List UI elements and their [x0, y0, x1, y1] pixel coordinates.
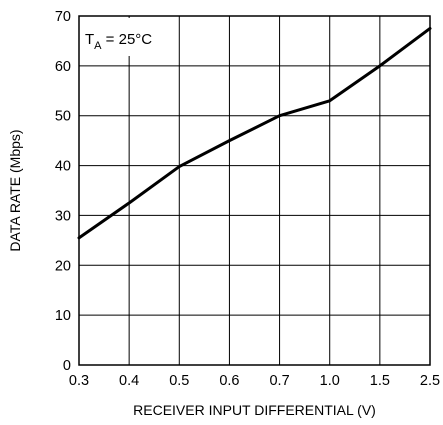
- y-tick-label: 20: [55, 258, 71, 274]
- annotation-background: [81, 18, 177, 56]
- x-tick-label: 0.6: [219, 373, 239, 389]
- y-tick-labels: 0 10 20 30 40 50 60 70: [55, 9, 71, 374]
- x-axis-title: RECEIVER INPUT DIFFERENTIAL (V): [133, 402, 376, 418]
- y-tick-label: 60: [55, 59, 71, 75]
- grid: [79, 16, 430, 365]
- annotation-main: T: [85, 31, 94, 48]
- x-tick-labels: 0.3 0.4 0.5 0.6 0.7 1.0 1.5 2.5: [69, 373, 440, 389]
- x-tick-label: 0.4: [119, 373, 139, 389]
- y-tick-label: 40: [55, 159, 71, 175]
- y-tick-label: 50: [55, 109, 71, 125]
- annotation-subscript: A: [94, 40, 102, 52]
- plot-frame: [78, 15, 431, 366]
- y-tick-label: 30: [55, 208, 71, 224]
- y-tick-label: 0: [63, 358, 71, 374]
- x-tick-label: 2.5: [420, 373, 440, 389]
- x-tick-label: 0.7: [269, 373, 289, 389]
- x-tick-label: 0.5: [169, 373, 189, 389]
- x-tick-label: 0.3: [69, 373, 89, 389]
- y-tick-label: 70: [55, 9, 71, 25]
- annotation-rest: = 25°C: [102, 31, 153, 48]
- x-tick-label: 1.5: [370, 373, 390, 389]
- data-rate-line: [77, 26, 432, 240]
- temperature-annotation: TA = 25°C: [85, 31, 152, 52]
- y-axis-title: DATA RATE (Mbps): [7, 129, 23, 251]
- y-tick-label: 10: [55, 308, 71, 324]
- x-tick-label: 1.0: [320, 373, 340, 389]
